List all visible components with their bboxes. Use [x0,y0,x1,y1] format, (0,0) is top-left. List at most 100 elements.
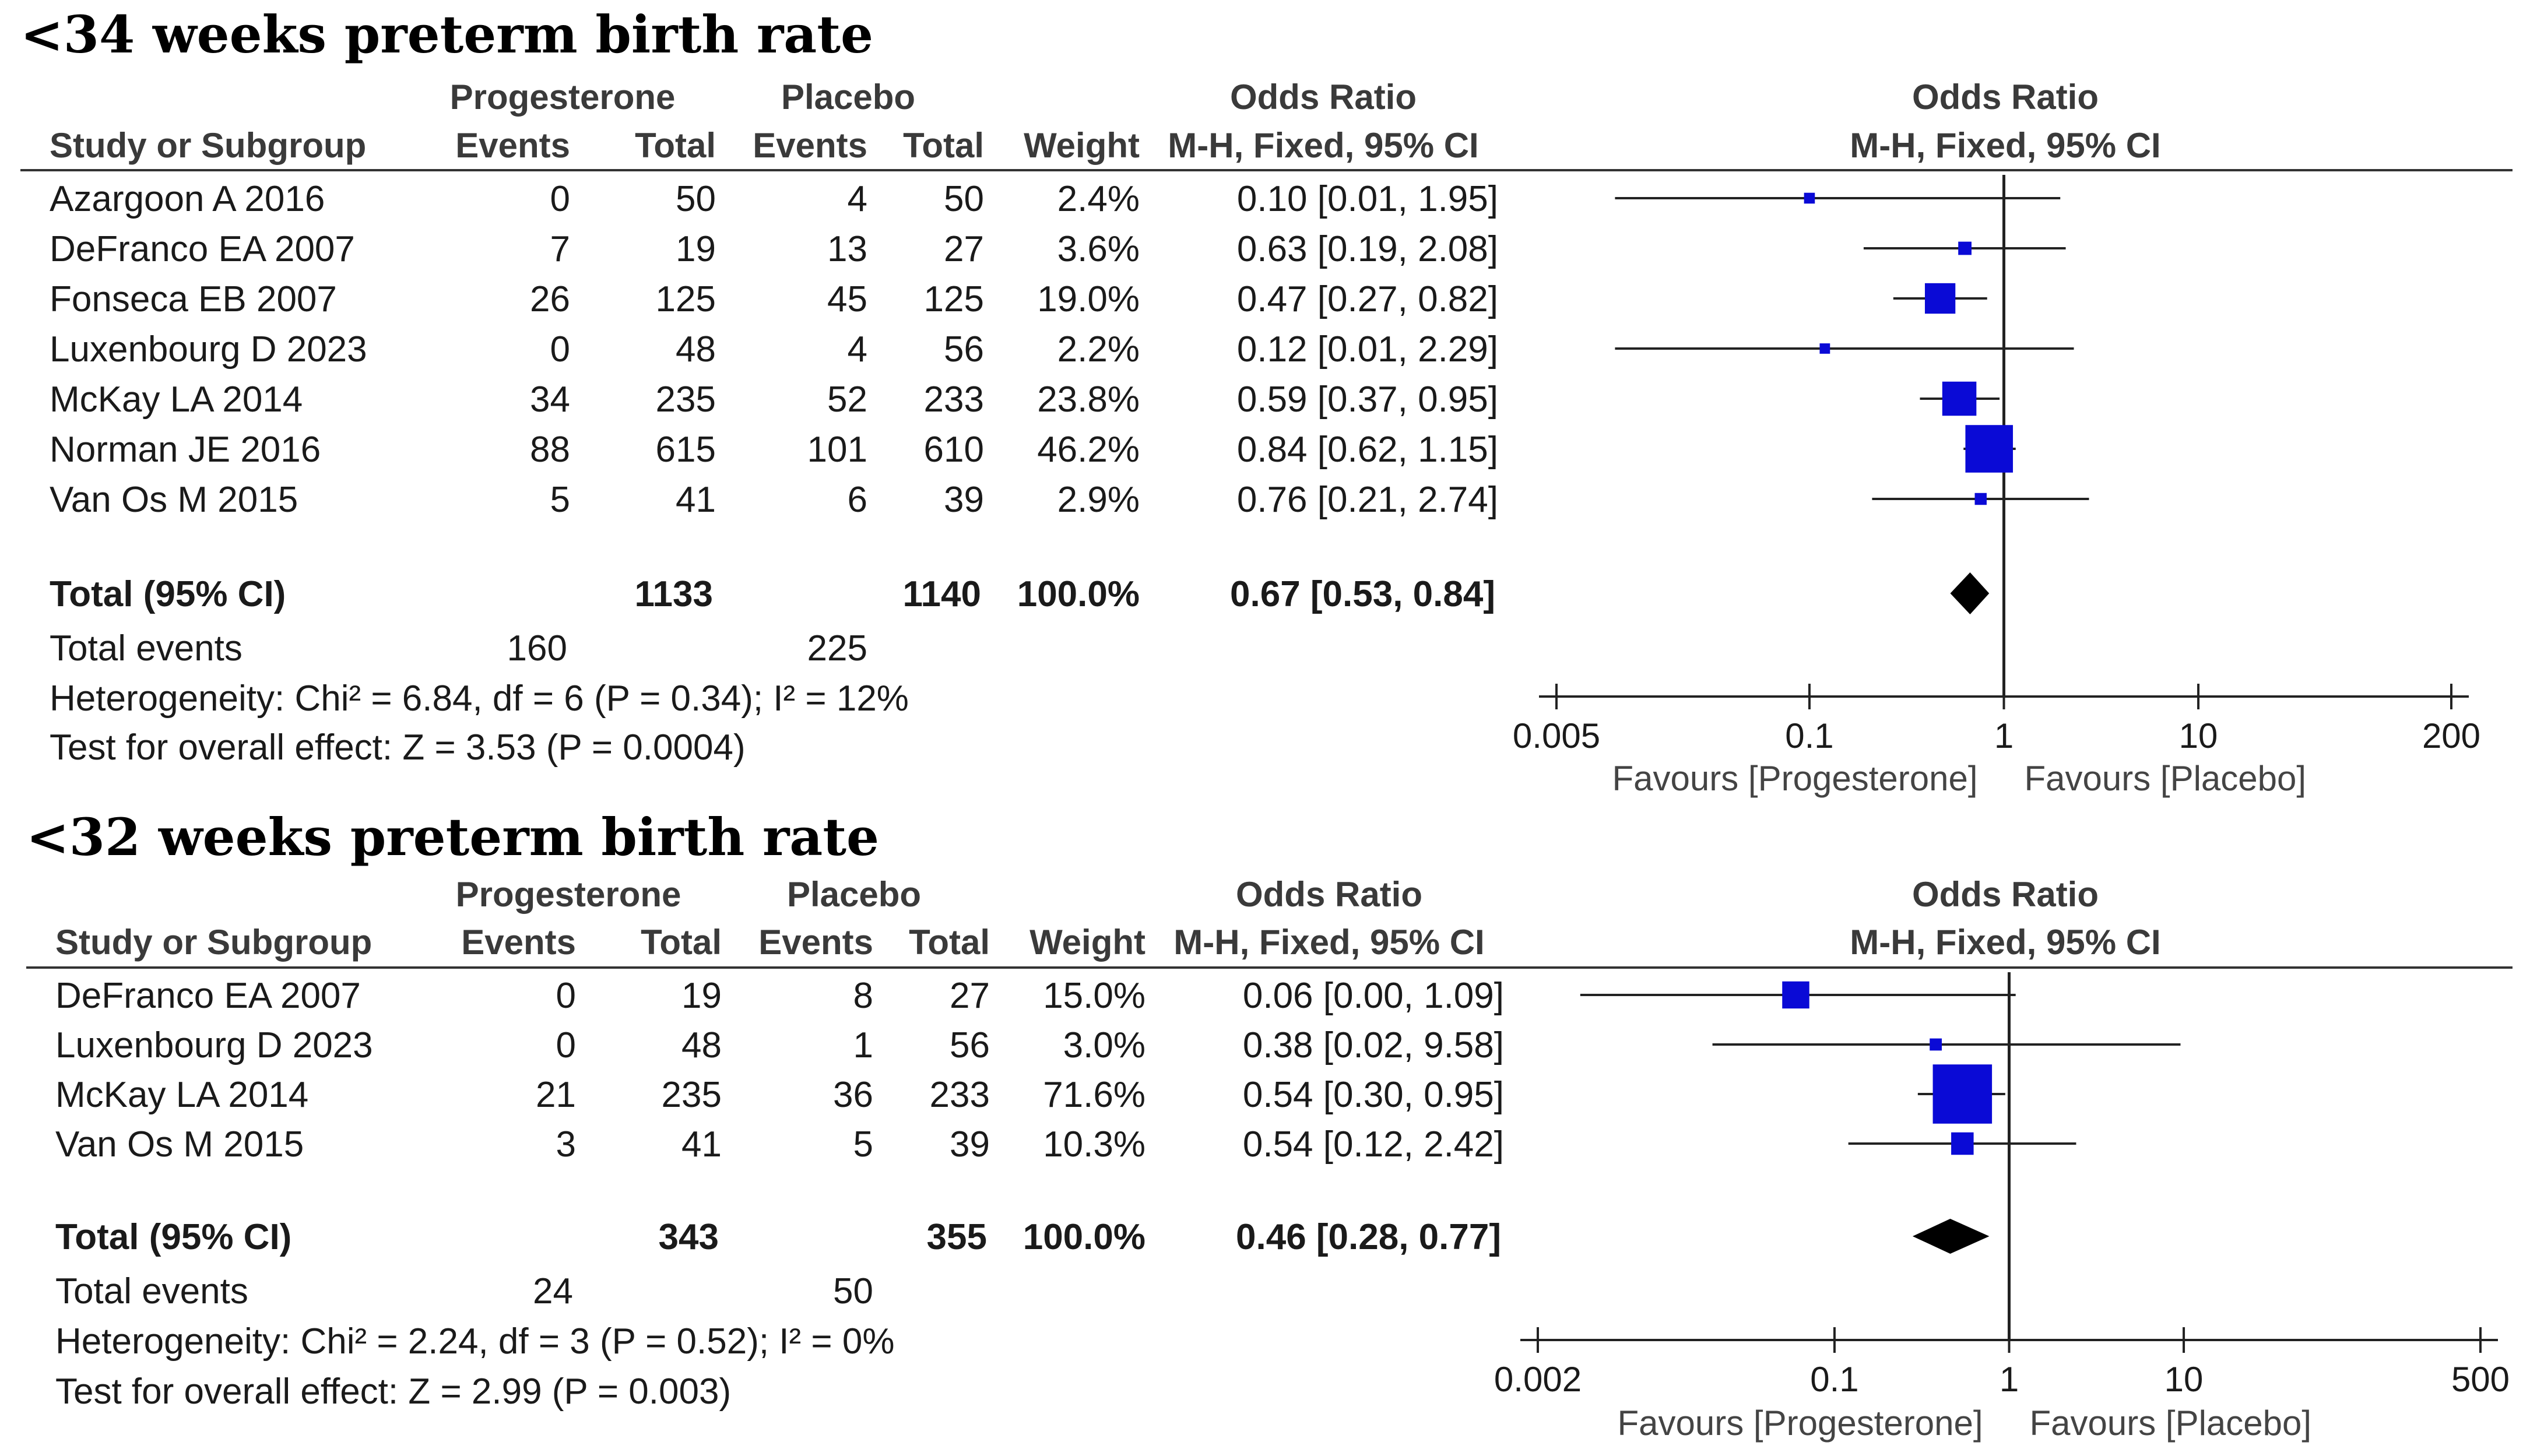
events-progesterone: 21 [536,1075,576,1115]
study-odds-ratio-ci: 0.06 [0.00, 1.09] [1243,976,1504,1016]
study-weight: 2.9% [1057,480,1140,520]
x-axis-tick-label: 1 [1994,716,2014,755]
study-name: McKay LA 2014 [50,379,303,420]
effect-square [1924,283,1956,314]
events-progesterone: 26 [530,279,570,319]
total-weight: 100.0% [1023,1217,1145,1257]
column-header-method: M-H, Fixed, 95% CI [1173,923,1484,962]
odds-ratio-header: Odds Ratio [1230,78,1417,117]
pooled-effect-diamond [1912,1219,1990,1254]
total-progesterone: 48 [676,329,716,370]
total-n-placebo: 1140 [902,574,981,614]
study-weight: 3.0% [1063,1025,1145,1065]
total-events-placebo: 50 [833,1271,873,1311]
total-progesterone: 48 [681,1025,722,1065]
study-name: Norman JE 2016 [50,430,321,470]
total-placebo: 233 [930,1075,990,1115]
events-progesterone: 7 [550,229,570,269]
effect-square [1974,493,1987,505]
events-placebo: 45 [827,279,867,319]
effect-square [1804,192,1815,204]
study-name: Fonseca EB 2007 [50,279,337,319]
total-row: Total (95% CI) 1133 1140 100.0% 0.67 [0.53, … [50,572,1990,614]
events-progesterone: 0 [550,329,570,370]
x-axis-tick-label: 10 [2179,716,2218,755]
column-header-total: Total [635,126,716,165]
study-odds-ratio-ci: 0.47 [0.27, 0.82] [1237,279,1498,319]
study-weight: 15.0% [1043,976,1145,1016]
total-placebo: 39 [950,1124,990,1165]
total-placebo: 27 [950,976,990,1016]
study-weight: 3.6% [1057,229,1140,269]
total-label: Total (95% CI) [50,574,286,614]
effect-square [1958,241,1972,255]
total-progesterone: 615 [656,430,716,470]
x-axis-tick-label: 10 [2164,1360,2204,1399]
x-axis-tick-label: 0.005 [1513,716,1600,755]
column-header-total: Total [903,126,984,165]
study-weight: 71.6% [1043,1075,1145,1115]
favours-placebo-label: Favours [Placebo] [2030,1404,2312,1443]
study-weight: 23.8% [1037,379,1140,420]
study-weight: 2.4% [1057,179,1140,219]
events-placebo: 4 [848,329,867,370]
study-row: Luxenbourg D 2023 0 48 4 56 2.2% 0.12 [0.01, 2… [50,329,2074,370]
heterogeneity-text: Heterogeneity: Chi² = 6.84, df = 6 (P = … [50,678,909,719]
effect-square [1942,381,1977,416]
total-progesterone: 19 [676,229,716,269]
events-placebo: 1 [853,1025,873,1065]
study-row: Azargoon A 2016 0 50 4 50 2.4% 0.10 [0.01, 1.9… [50,179,2061,219]
events-placebo: 6 [848,480,867,520]
total-n-placebo: 355 [927,1217,987,1257]
chart-title: <34 weeks preterm birth rate [20,4,873,65]
total-placebo: 56 [944,329,984,370]
study-name: DeFranco EA 2007 [55,976,361,1016]
plot-method-header: M-H, Fixed, 95% CI [1850,126,2160,165]
favours-progesterone-label: Favours [Progesterone] [1612,759,1978,798]
total-events-label: Total events [55,1271,248,1311]
effect-square [1951,1132,1974,1155]
study-odds-ratio-ci: 0.38 [0.02, 9.58] [1243,1025,1504,1065]
study-name: Luxenbourg D 2023 [50,329,367,370]
events-progesterone: 3 [556,1124,576,1165]
x-axis-tick-label: 0.1 [1810,1360,1858,1399]
effect-square [1965,425,2014,473]
study-odds-ratio-ci: 0.12 [0.01, 2.29] [1237,329,1498,370]
study-odds-ratio-ci: 0.84 [0.62, 1.15] [1237,430,1498,470]
plot-method-header: M-H, Fixed, 95% CI [1850,923,2160,962]
events-placebo: 101 [807,430,867,470]
total-events-progesterone: 160 [507,628,567,669]
study-odds-ratio-ci: 0.63 [0.19, 2.08] [1237,229,1498,269]
heterogeneity-text: Heterogeneity: Chi² = 2.24, df = 3 (P = … [55,1321,894,1362]
x-axis-tick-label: 1 [2000,1360,2019,1399]
column-header-method: M-H, Fixed, 95% CI [1168,126,1478,165]
events-progesterone: 0 [556,976,576,1016]
total-progesterone: 235 [656,379,716,420]
total-placebo: 50 [944,179,984,219]
column-header-weight: Weight [1024,126,1140,165]
study-odds-ratio-ci: 0.54 [0.30, 0.95] [1243,1075,1504,1115]
chart-title: <32 weeks preterm birth rate [26,807,879,867]
column-header-events: Events [455,126,570,165]
total-progesterone: 235 [662,1075,722,1115]
total-label: Total (95% CI) [55,1217,291,1257]
effect-square [1819,343,1830,354]
study-name: DeFranco EA 2007 [50,229,355,269]
study-row: DeFranco EA 2007 7 19 13 27 3.6% 0.63 [0.19, 2… [50,229,2066,269]
events-progesterone: 0 [556,1025,576,1065]
favours-progesterone-label: Favours [Progesterone] [1618,1404,1983,1443]
study-odds-ratio-ci: 0.76 [0.21, 2.74] [1237,480,1498,520]
x-axis-tick-label: 0.002 [1494,1360,1582,1399]
total-placebo: 39 [944,480,984,520]
study-row: Norman JE 2016 88 615 101 610 46.2% 0.84 [0.62… [50,425,2016,473]
total-n-progesterone: 343 [659,1217,719,1257]
events-progesterone: 0 [550,179,570,219]
x-axis-tick-label: 200 [2422,716,2480,755]
events-placebo: 52 [827,379,867,420]
forest-panel-2: <32 weeks preterm birth rate Progesterone… [26,807,2513,1443]
study-odds-ratio-ci: 0.10 [0.01, 1.95] [1237,179,1498,219]
total-placebo: 125 [924,279,984,319]
column-header-study: Study or Subgroup [55,923,372,962]
total-placebo: 27 [944,229,984,269]
